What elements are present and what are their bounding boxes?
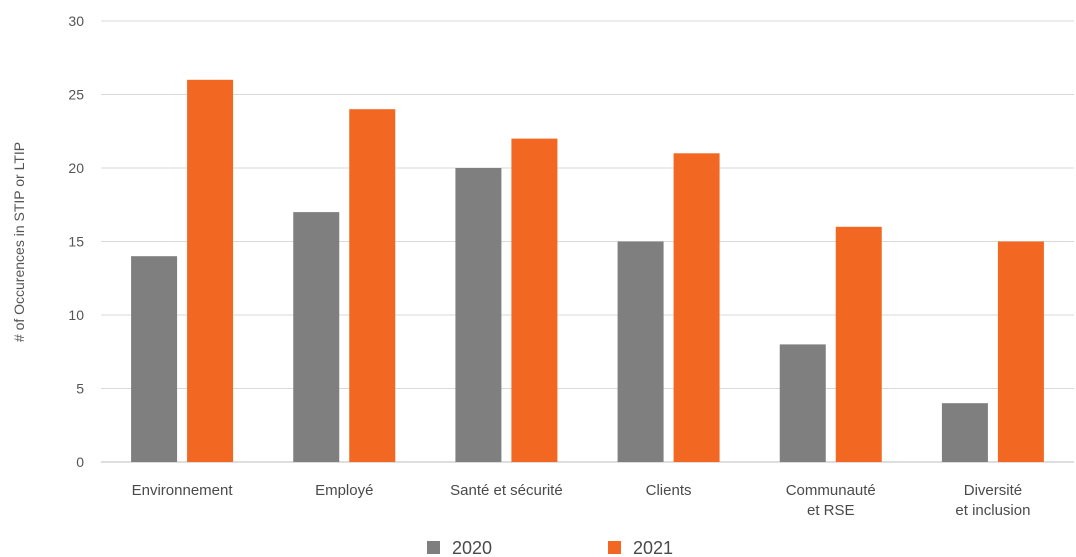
x-category-label: Clients [646,482,692,499]
x-category-label: Santé et sécurité [450,482,563,499]
bar-2020-0 [131,256,178,462]
bar-2020-1 [293,212,340,462]
legend: 2020 2021 [427,538,673,557]
gridlines [101,20,1074,463]
bar-2021-2 [511,138,558,462]
x-category-label: Diversité et inclusion [955,482,1030,519]
legend-swatch-2020 [427,541,440,554]
legend-swatch-2021 [608,541,621,554]
x-category-label: Communauté et RSE [786,482,876,519]
y-tick-label: 0 [76,454,84,470]
bar-2021-4 [835,226,882,462]
y-tick-label: 20 [68,160,84,176]
x-category-label: Employé [315,482,373,499]
bar-2021-0 [187,79,234,463]
bar-2020-3 [617,241,664,462]
y-axis-title: # of Occurences in STIP or LTIP [11,142,27,342]
bar-2020-5 [941,403,988,462]
y-tick-label: 15 [68,234,84,250]
bar-2021-3 [673,153,720,463]
x-axis-categories: Environnement Employé Santé et sécurité Cli… [132,482,1031,519]
bar-2020-2 [455,168,502,462]
legend-label-2021: 2021 [633,538,673,557]
x-category-label: Environnement [132,482,234,499]
bars [131,79,1044,463]
y-tick-label: 5 [76,381,84,397]
y-axis-ticks: 0 5 10 15 20 25 30 [68,13,84,470]
bar-2021-1 [349,109,396,462]
legend-label-2020: 2020 [452,538,492,557]
bar-2020-4 [779,344,826,462]
y-tick-label: 30 [68,13,84,29]
y-tick-label: 10 [68,307,84,323]
y-tick-label: 25 [68,87,84,103]
bar-2021-5 [997,241,1044,462]
